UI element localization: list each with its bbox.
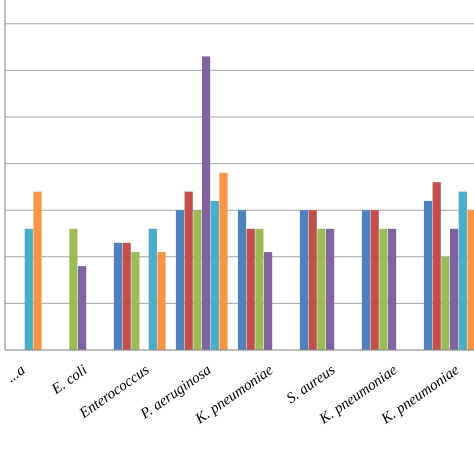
bar-cat3-series1 <box>184 191 193 350</box>
bar-cat6-series0 <box>361 210 371 350</box>
bars <box>24 56 474 351</box>
bar-cat3-series2 <box>193 210 202 350</box>
category-label-1: E. coli <box>48 362 90 398</box>
bar-cat2-series1 <box>122 242 131 350</box>
bar-cat3-series5 <box>219 172 228 350</box>
bar-cat1-series3 <box>78 266 87 350</box>
bar-cat0-series5 <box>33 191 42 350</box>
category-label-5: S. aureus <box>284 362 339 407</box>
bar-cat5-series2 <box>317 228 326 350</box>
bar-cat7-series2 <box>441 256 450 350</box>
bar-cat2-series4 <box>148 228 157 350</box>
bar-cat7-series1 <box>432 182 441 350</box>
bar-cat3-series0 <box>175 210 185 350</box>
bar-cat4-series0 <box>237 210 247 350</box>
bar-cat2-series5 <box>157 252 166 350</box>
bar-cat2-series0 <box>113 242 123 350</box>
bar-cat4-series1 <box>246 228 255 350</box>
bar-cat1-series2 <box>69 228 78 350</box>
bar-cat6-series3 <box>388 228 397 350</box>
category-label-0: ...a <box>4 362 29 386</box>
bar-cat2-series2 <box>131 252 140 350</box>
bar-cat5-series0 <box>299 210 309 350</box>
bar-cat7-series3 <box>450 228 459 350</box>
bar-cat7-series0 <box>423 200 433 350</box>
bar-cat0-series4 <box>24 228 33 350</box>
bar-cat3-series3 <box>202 56 211 351</box>
bar-cat3-series4 <box>210 200 219 350</box>
bar-cat7-series5 <box>467 210 474 350</box>
bar-cat5-series3 <box>326 228 335 350</box>
bar-cat5-series1 <box>308 210 317 350</box>
bar-cat7-series4 <box>458 191 467 350</box>
bar-cat4-series3 <box>264 252 273 350</box>
bar-cat6-series2 <box>379 228 388 350</box>
bar-cat4-series2 <box>255 228 264 350</box>
bar-cat6-series1 <box>370 210 379 350</box>
